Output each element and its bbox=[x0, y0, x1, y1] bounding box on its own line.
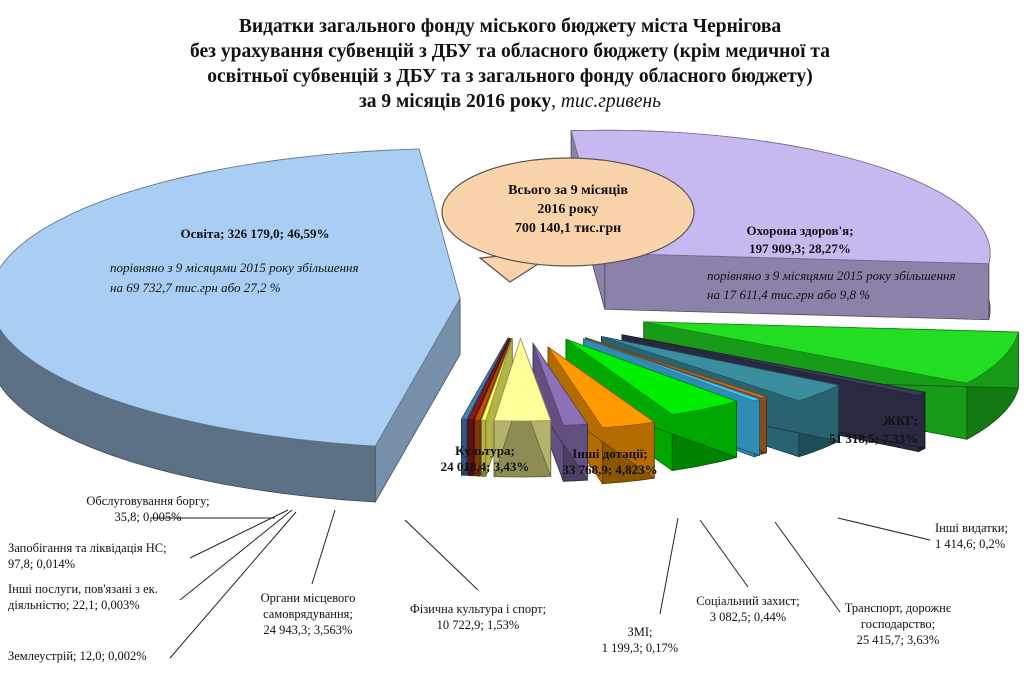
label-органи-місцевого-самоврядування: Органи місцевого самоврядування; 24 943,3;… bbox=[261, 591, 356, 637]
title-line-2: без урахування субвенцій з ДБУ та обласн… bbox=[190, 41, 830, 62]
label-транспорт-дорожнє-господарство: Транспорт, дорожнє господарство; 25 415,7;… bbox=[845, 601, 952, 647]
callout-bubble bbox=[441, 157, 695, 267]
slice-top bbox=[585, 337, 768, 399]
callout-text-line: Всього за 9 місяців bbox=[508, 183, 628, 198]
callout-text: Всього за 9 місяців 2016 року 700 140,1 ти… bbox=[508, 183, 628, 236]
label-culture-line: Культура; bbox=[455, 443, 515, 458]
label-zhkg: ЖКГ; 51 318,5; 7,33% bbox=[829, 413, 918, 446]
slice-top bbox=[460, 337, 509, 420]
label-органи-місцевого-самоврядування-line: самоврядування; bbox=[263, 607, 353, 621]
leader-line bbox=[659, 517, 679, 615]
leader-line bbox=[699, 519, 749, 588]
label-землеустрій-line: Землеустрій; 12,0; 0,002% bbox=[8, 649, 147, 663]
label-транспорт-дорожнє-господарство-line: 25 415,7; 3,63% bbox=[857, 633, 940, 647]
title-unit: , тис.гривень bbox=[551, 91, 662, 112]
label-змі-line: ЗМІ; bbox=[627, 625, 652, 639]
slice-top bbox=[480, 338, 513, 421]
label-соціальний-захист-line: 3 082,5; 0,44% bbox=[710, 610, 786, 624]
title-line-4: за 9 місяців 2016 року, тис.гривень bbox=[60, 89, 960, 114]
label-health-line: 197 909,3; 28,27% bbox=[749, 241, 851, 256]
leader-line bbox=[404, 519, 479, 591]
label-інші-видатки-line: Інші видатки; bbox=[935, 521, 1008, 535]
label-інші-послуги-пов-язані-з-ек-діяльністю-line: Інші послуги, пов'язані з ек. bbox=[8, 582, 158, 596]
slice-top bbox=[565, 338, 738, 415]
callout-text-line: 700 140,1 тис.грн bbox=[515, 221, 621, 236]
leader-line bbox=[189, 509, 289, 559]
slice-top bbox=[532, 343, 589, 426]
label-health-line: Охорона здоров'я; bbox=[746, 223, 853, 238]
label-інші-послуги-пов-язані-з-ек-діяльністю-line: діяльністю; 22,1; 0,003% bbox=[8, 598, 140, 612]
label-education: Освіта; 326 179,0; 46,59% bbox=[181, 226, 330, 241]
label-other-subsidies: Інші дотації; 33 768,9; 4,823% bbox=[562, 446, 657, 477]
leader-line bbox=[774, 521, 841, 613]
label-запобігання-та-ліквідація-нс-line: 97,8; 0,014% bbox=[8, 557, 75, 571]
pie-slices bbox=[0, 129, 1019, 504]
title-line-3: освітньої субвенцій з ДБУ та з загальног… bbox=[207, 66, 813, 87]
label-запобігання-та-ліквідація-нс: Запобігання та ліквідація НС; 97,8; 0,014… bbox=[8, 541, 167, 571]
label-змі: ЗМІ; 1 199,3; 0,17% bbox=[602, 625, 678, 655]
slice-освіта bbox=[0, 148, 461, 504]
note-health-line: порівняно з 9 місяцями 2015 року збільше… bbox=[707, 268, 956, 283]
total-callout bbox=[441, 157, 695, 283]
note-health: порівняно з 9 місяцями 2015 року збільше… bbox=[707, 268, 956, 302]
chart-title: Видатки загального фонду міського бюджет… bbox=[60, 14, 960, 114]
slice-top bbox=[601, 336, 840, 402]
label-інші-послуги-пов-язані-з-ек-діяльністю: Інші послуги, пов'язані з ек. діяльністю;… bbox=[8, 582, 158, 612]
title-period: за 9 місяців 2016 року bbox=[358, 91, 552, 112]
slice-top bbox=[583, 338, 761, 402]
slice-top bbox=[474, 338, 512, 421]
note-health-line: на 17 611,4 тис.грн або 9,8 % bbox=[707, 287, 870, 302]
label-фізична-культура-і-спорт-line: 10 722,9; 1,53% bbox=[437, 618, 520, 632]
label-транспорт-дорожнє-господарство-line: Транспорт, дорожнє bbox=[845, 601, 952, 615]
label-health: Охорона здоров'я; 197 909,3; 28,27% bbox=[746, 223, 853, 256]
note-education: порівняно з 9 місяцями 2015 року збільше… bbox=[110, 260, 359, 295]
label-zhkg-line: ЖКГ; bbox=[883, 413, 918, 428]
label-обслуговування-боргу: Обслуговування боргу; 35,8; 0,005% bbox=[86, 494, 209, 524]
leader-line bbox=[837, 517, 931, 541]
slice-top bbox=[493, 337, 552, 422]
slice-фізична-культура-і-спорт bbox=[532, 342, 589, 482]
leader-line bbox=[169, 511, 297, 659]
slice-labels: Освіта; 326 179,0; 46,59% bbox=[181, 226, 330, 241]
label-фізична-культура-і-спорт: Фізична культура і спорт; 10 722,9; 1,53% bbox=[410, 602, 546, 632]
label-змі-line: 1 199,3; 0,17% bbox=[602, 641, 678, 655]
label-запобігання-та-ліквідація-нс-line: Запобігання та ліквідація НС; bbox=[8, 541, 167, 555]
slice-top bbox=[643, 321, 1019, 384]
slice-культура bbox=[547, 345, 656, 485]
label-обслуговування-боргу-line: 35,8; 0,005% bbox=[114, 510, 181, 524]
slice-top bbox=[547, 346, 656, 429]
leader-line bbox=[311, 509, 336, 585]
title-line-1: Видатки загального фонду міського бюджет… bbox=[238, 16, 782, 37]
slice-top bbox=[467, 337, 510, 421]
label-інші-видатки-line: 1 414,6; 0,2% bbox=[935, 537, 1005, 551]
label-соціальний-захист-line: Соціальний захист; bbox=[696, 594, 799, 608]
leader-line bbox=[179, 509, 293, 601]
label-органи-місцевого-самоврядування-line: 24 943,3; 3,563% bbox=[264, 623, 353, 637]
external-labels bbox=[150, 509, 931, 659]
label-землеустрій: Землеустрій; 12,0; 0,002% bbox=[8, 649, 147, 663]
note-education-line: на 69 732,7 тис.грн або 27,2 % bbox=[110, 280, 281, 295]
label-culture-line: 24 018,4; 3,43% bbox=[441, 459, 530, 474]
label-органи-місцевого-самоврядування-line: Органи місцевого bbox=[261, 591, 356, 605]
label-соціальний-захист: Соціальний захист; 3 082,5; 0,44% bbox=[696, 594, 799, 624]
label-обслуговування-боргу-line: Обслуговування боргу; bbox=[86, 494, 209, 508]
slice-органи-місцевого-самоврядування bbox=[493, 337, 552, 478]
label-інші-видатки: Інші видатки; 1 414,6; 0,2% bbox=[935, 521, 1008, 551]
label-other-subsidies-line: 33 768,9; 4,823% bbox=[562, 462, 657, 477]
note-education-line: порівняно з 9 місяцями 2015 року збільше… bbox=[110, 260, 359, 275]
label-culture: Культура; 24 018,4; 3,43% bbox=[441, 443, 530, 474]
label-транспорт-дорожнє-господарство-line: господарство; bbox=[861, 617, 935, 631]
label-other-subsidies-line: Інші дотації; bbox=[572, 446, 647, 461]
slice-top bbox=[0, 148, 461, 447]
label-zhkg-line: 51 318,5; 7,33% bbox=[829, 431, 918, 446]
callout-text-line: 2016 року bbox=[537, 202, 598, 217]
label-фізична-культура-і-спорт-line: Фізична культура і спорт; bbox=[410, 602, 546, 616]
slice-top bbox=[621, 334, 927, 397]
